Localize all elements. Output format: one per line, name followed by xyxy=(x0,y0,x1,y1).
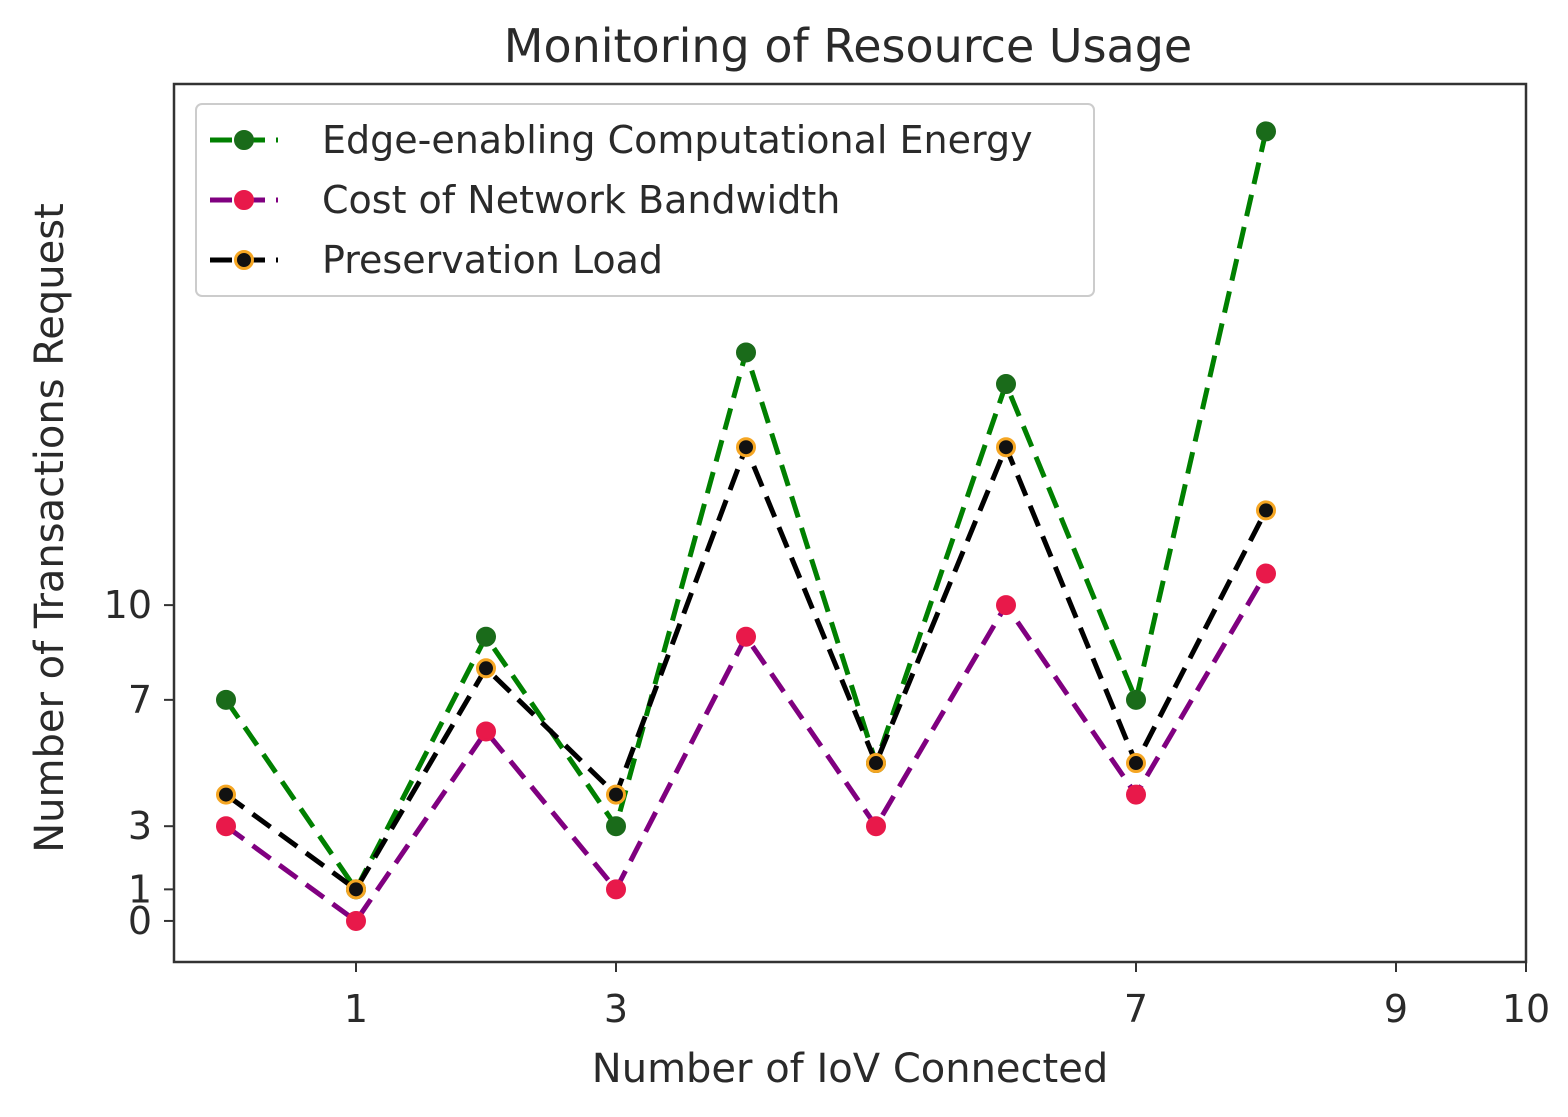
legend-swatch-marker xyxy=(234,250,254,270)
series-3-point xyxy=(1126,753,1146,774)
series-2-point xyxy=(216,816,236,837)
x-tick-label: 10 xyxy=(1502,987,1550,1031)
y-tick-label: 7 xyxy=(128,678,152,722)
legend-label: Cost of Network Bandwidth xyxy=(322,178,840,222)
series-1-point xyxy=(1126,689,1146,710)
series-2-point xyxy=(1256,563,1276,584)
x-tick-label: 1 xyxy=(344,987,368,1031)
series-2-point xyxy=(476,721,496,742)
x-tick-label: 7 xyxy=(1124,987,1148,1031)
series-2-point xyxy=(606,879,626,900)
series-1-point xyxy=(606,816,626,837)
y-tick-label: 10 xyxy=(104,583,152,627)
series-2-point xyxy=(736,626,756,647)
series-3-point xyxy=(866,753,886,774)
legend-box xyxy=(195,103,1095,297)
x-axis-label: Number of IoV Connected xyxy=(592,1046,1108,1092)
series-1-point xyxy=(216,689,236,710)
series-3-point xyxy=(606,784,626,805)
legend: Edge-enabling Computational Energy Cost o… xyxy=(195,103,1095,297)
series-2-point xyxy=(346,910,366,931)
y-axis-label: Number of Transactions Request xyxy=(27,203,73,853)
series-2-point xyxy=(866,816,886,837)
series-2-point xyxy=(996,595,1016,616)
series-2-point xyxy=(1126,784,1146,805)
series-3-point xyxy=(1256,500,1276,521)
series-1-point xyxy=(736,342,756,363)
legend-swatch-marker xyxy=(234,190,254,210)
legend-label: Preservation Load xyxy=(322,238,663,282)
y-tick-label: 3 xyxy=(128,804,152,848)
plot-frame xyxy=(172,82,1528,964)
chart-title: Monitoring of Resource Usage xyxy=(504,19,1192,73)
series-3-point xyxy=(216,784,236,805)
y-tick-label: 0 xyxy=(128,899,152,943)
legend-swatch-marker xyxy=(234,130,254,150)
y-tick-label: 1 xyxy=(128,867,152,911)
series-3-point xyxy=(996,437,1016,458)
series-1-point xyxy=(996,374,1016,395)
series-3-point xyxy=(736,437,756,458)
x-tick-label: 3 xyxy=(604,987,628,1031)
x-tick-label: 9 xyxy=(1384,987,1408,1031)
series-1-point xyxy=(476,626,496,647)
legend-label: Edge-enabling Computational Energy xyxy=(322,118,1033,162)
series-1-point xyxy=(1256,121,1276,142)
series-3-point xyxy=(476,658,496,679)
series-3-point xyxy=(346,879,366,900)
